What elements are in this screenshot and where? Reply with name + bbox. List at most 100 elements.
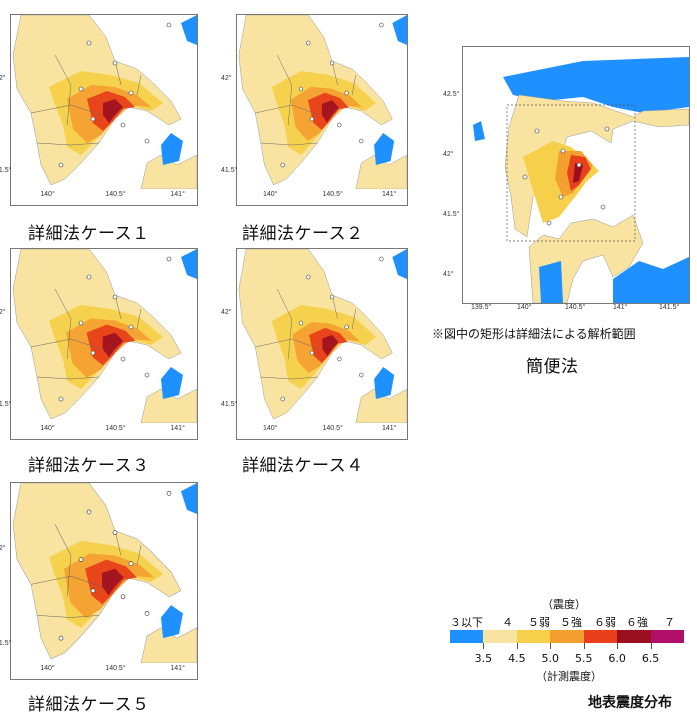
lon-tick: 140.5° — [105, 191, 126, 198]
boundary-line — [255, 104, 320, 116]
map-panel-case-1: 42° 41.5° 140° 140.5° 141° — [0, 14, 198, 206]
boundary-line — [136, 308, 142, 330]
city-marker — [280, 162, 285, 168]
city-marker — [306, 40, 311, 46]
city-marker — [344, 324, 349, 330]
simple-method-caption: 簡便法 — [526, 357, 579, 377]
lat-tick: 42° — [221, 75, 232, 82]
lat-tick: 42° — [221, 309, 232, 316]
legend-class-5: ６強 — [626, 616, 648, 629]
lon-tick: 141° — [170, 425, 185, 432]
city-marker — [329, 294, 335, 300]
city-marker — [344, 90, 349, 96]
lon-tick: 140° — [40, 191, 55, 198]
lat-tick: 41.5° — [0, 640, 12, 648]
city-marker — [144, 372, 150, 378]
lon-tick: 140° — [263, 191, 278, 198]
lon-tick: 140.5° — [105, 665, 126, 672]
lon-tick: 141° — [613, 304, 628, 311]
intensity-3-patch — [374, 367, 395, 399]
city-marker — [359, 372, 364, 378]
lat-tick: 41.5° — [0, 167, 12, 174]
city-marker — [78, 86, 84, 92]
okushiri-island — [473, 121, 485, 141]
lon-tick: 141° — [382, 425, 397, 432]
shimokita-peninsula — [355, 388, 407, 423]
map-svg — [463, 47, 689, 303]
city-marker — [120, 356, 126, 362]
intensity-3-patch — [161, 367, 183, 399]
city-marker — [86, 40, 92, 46]
legend-swatch-5 — [617, 630, 651, 643]
analysis-area-note: ※図中の矩形は詳細法による解析範囲 — [432, 327, 636, 341]
city-marker — [522, 174, 528, 180]
city-marker — [128, 561, 134, 567]
city-marker — [58, 162, 64, 168]
boundary-line — [136, 74, 142, 96]
legend-tick-mark — [650, 643, 652, 649]
boundary-line — [36, 142, 100, 146]
boundary-line — [36, 376, 100, 380]
city-marker — [560, 148, 566, 154]
boundary-line — [30, 104, 102, 116]
city-marker — [546, 220, 552, 226]
map-svg — [237, 249, 407, 423]
boundary-line — [136, 545, 142, 566]
zone-6-upper — [322, 334, 339, 357]
map-svg — [237, 15, 407, 189]
lon-tick: 140.5° — [322, 191, 343, 198]
legend-color-bar — [450, 630, 684, 643]
boundary-line — [30, 575, 102, 587]
city-marker — [600, 204, 606, 210]
city-marker — [298, 86, 304, 92]
city-marker — [112, 530, 118, 536]
legend-class-3: ５強 — [560, 616, 582, 629]
zone-6-upper — [102, 332, 124, 358]
city-marker — [306, 274, 311, 280]
shimokita-peninsula — [140, 627, 197, 663]
zone-6-upper — [103, 99, 123, 123]
intensity-3-area — [539, 261, 563, 303]
legend-class-4: ６弱 — [594, 616, 616, 629]
legend-value-3: 5.5 — [574, 652, 593, 665]
city-marker — [337, 356, 342, 362]
analysis-area-rectangle — [506, 104, 636, 242]
city-marker — [120, 122, 126, 128]
city-marker — [78, 557, 84, 562]
city-marker — [309, 116, 315, 122]
intensity-legend: （震度） ３以下 ４ ５弱 ５強 ６弱 ６強 ７ （計測震度） 3.5 4.5 5.… — [448, 596, 688, 686]
lon-tick: 141.5° — [659, 304, 680, 311]
city-marker — [166, 490, 172, 496]
intensity-3-patch — [161, 133, 183, 165]
boundary-line — [277, 288, 293, 360]
legend-tick-mark — [483, 643, 485, 649]
city-marker — [309, 350, 315, 356]
lon-tick: 139.5° — [471, 304, 492, 311]
zone-6-upper — [102, 568, 124, 596]
legend-value-5: 6.5 — [641, 652, 660, 665]
map-panel-case-2: 42° 41.5° 140° 140.5° 141° — [221, 14, 408, 206]
legend-swatch-4 — [583, 630, 618, 643]
boundary-line — [30, 338, 102, 350]
map-panel-case-3: 42° 41.5° 140° 140.5° 141° — [0, 248, 198, 440]
lon-tick: 141° — [170, 665, 185, 672]
map-svg — [11, 483, 197, 663]
legend-swatch-2 — [516, 630, 551, 643]
city-marker — [58, 635, 64, 641]
city-marker — [379, 22, 384, 28]
city-marker — [329, 60, 335, 66]
lat-tick: 41.5° — [443, 211, 460, 218]
legend-swatch-3 — [550, 630, 584, 643]
intensity-3-patch — [392, 15, 407, 45]
lon-tick: 140.5° — [322, 425, 343, 432]
boundary-line — [351, 308, 357, 330]
legend-swatch-6 — [650, 630, 684, 643]
city-marker — [90, 116, 96, 122]
city-marker — [298, 320, 304, 326]
intensity-3-patch — [161, 605, 183, 639]
case-5-caption: 詳細法ケース５ — [28, 695, 150, 715]
city-marker — [144, 610, 150, 616]
city-marker — [359, 138, 364, 144]
intensity-3-patch — [181, 249, 197, 279]
city-marker — [604, 126, 610, 132]
